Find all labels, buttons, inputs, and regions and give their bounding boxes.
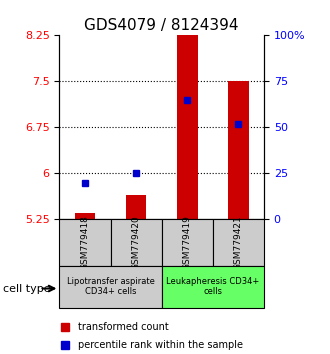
Text: GSM779418: GSM779418 [81, 215, 89, 270]
FancyBboxPatch shape [162, 219, 213, 266]
Text: percentile rank within the sample: percentile rank within the sample [78, 340, 243, 350]
Text: Leukapheresis CD34+
cells: Leukapheresis CD34+ cells [166, 277, 259, 296]
Title: GDS4079 / 8124394: GDS4079 / 8124394 [84, 18, 239, 33]
Bar [75, 213, 95, 219]
Bar [228, 81, 249, 219]
Text: GSM779420: GSM779420 [132, 215, 141, 270]
FancyBboxPatch shape [111, 219, 162, 266]
Text: GSM779419: GSM779419 [183, 215, 192, 270]
FancyBboxPatch shape [59, 266, 162, 308]
Text: GSM779421: GSM779421 [234, 215, 243, 270]
FancyBboxPatch shape [162, 266, 264, 308]
Bar [177, 14, 197, 219]
FancyBboxPatch shape [59, 219, 111, 266]
Bar [126, 195, 146, 219]
Text: transformed count: transformed count [78, 322, 169, 332]
FancyBboxPatch shape [213, 219, 264, 266]
Text: Lipotransfer aspirate
CD34+ cells: Lipotransfer aspirate CD34+ cells [67, 277, 154, 296]
Text: cell type: cell type [3, 284, 51, 293]
